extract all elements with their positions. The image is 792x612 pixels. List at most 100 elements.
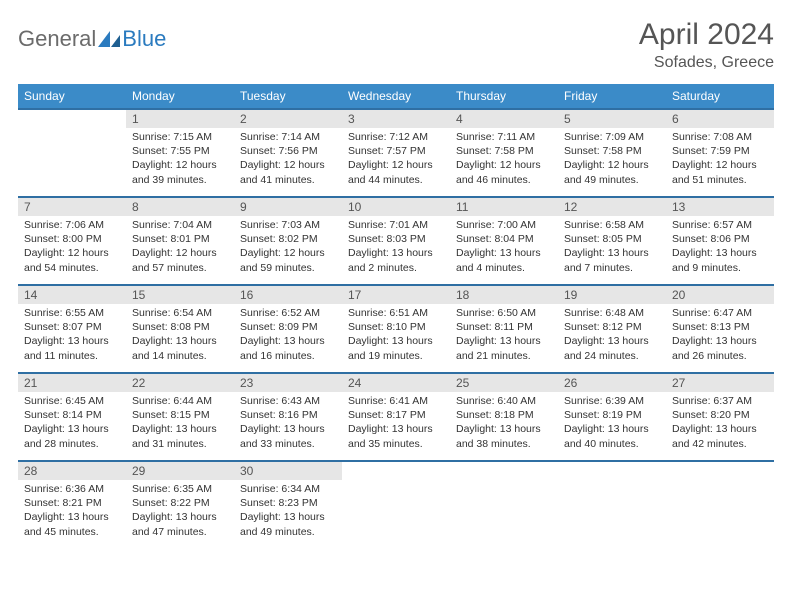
day-number: 27: [666, 374, 774, 392]
daylight-text: Daylight: 12 hours and 44 minutes.: [348, 158, 444, 186]
day-body: Sunrise: 6:39 AMSunset: 8:19 PMDaylight:…: [558, 392, 666, 455]
dow-tuesday: Tuesday: [234, 84, 342, 109]
dow-thursday: Thursday: [450, 84, 558, 109]
day-body: Sunrise: 6:37 AMSunset: 8:20 PMDaylight:…: [666, 392, 774, 455]
day-body: Sunrise: 6:36 AMSunset: 8:21 PMDaylight:…: [18, 480, 126, 543]
day-body: Sunrise: 6:41 AMSunset: 8:17 PMDaylight:…: [342, 392, 450, 455]
day-cell: 7Sunrise: 7:06 AMSunset: 8:00 PMDaylight…: [18, 197, 126, 285]
daylight-text: Daylight: 13 hours and 31 minutes.: [132, 422, 228, 450]
daylight-text: Daylight: 13 hours and 24 minutes.: [564, 334, 660, 362]
day-body: Sunrise: 6:45 AMSunset: 8:14 PMDaylight:…: [18, 392, 126, 455]
daylight-text: Daylight: 13 hours and 16 minutes.: [240, 334, 336, 362]
sunrise-text: Sunrise: 7:12 AM: [348, 130, 444, 144]
week-row: 21Sunrise: 6:45 AMSunset: 8:14 PMDayligh…: [18, 373, 774, 461]
sunrise-text: Sunrise: 7:03 AM: [240, 218, 336, 232]
dow-saturday: Saturday: [666, 84, 774, 109]
dow-monday: Monday: [126, 84, 234, 109]
day-cell: 10Sunrise: 7:01 AMSunset: 8:03 PMDayligh…: [342, 197, 450, 285]
sunrise-text: Sunrise: 6:34 AM: [240, 482, 336, 496]
day-cell: 17Sunrise: 6:51 AMSunset: 8:10 PMDayligh…: [342, 285, 450, 373]
sunrise-text: Sunrise: 6:54 AM: [132, 306, 228, 320]
day-cell: 25Sunrise: 6:40 AMSunset: 8:18 PMDayligh…: [450, 373, 558, 461]
day-number: 15: [126, 286, 234, 304]
day-body: Sunrise: 7:06 AMSunset: 8:00 PMDaylight:…: [18, 216, 126, 279]
sunrise-text: Sunrise: 7:15 AM: [132, 130, 228, 144]
daylight-text: Daylight: 13 hours and 7 minutes.: [564, 246, 660, 274]
daylight-text: Daylight: 13 hours and 9 minutes.: [672, 246, 768, 274]
logo: General Blue: [18, 18, 166, 52]
sunset-text: Sunset: 8:06 PM: [672, 232, 768, 246]
day-body: Sunrise: 6:57 AMSunset: 8:06 PMDaylight:…: [666, 216, 774, 279]
sunset-text: Sunset: 8:02 PM: [240, 232, 336, 246]
day-cell: 11 Sunrise: 7:00 AMSunset: 8:04 PMDayligh…: [450, 197, 558, 285]
day-body: Sunrise: 7:01 AMSunset: 8:03 PMDaylight:…: [342, 216, 450, 279]
sunset-text: Sunset: 8:09 PM: [240, 320, 336, 334]
daylight-text: Daylight: 13 hours and 33 minutes.: [240, 422, 336, 450]
sunrise-text: Sunrise: 6:41 AM: [348, 394, 444, 408]
daylight-text: Daylight: 12 hours and 41 minutes.: [240, 158, 336, 186]
logo-word-blue: Blue: [122, 26, 166, 52]
day-body: Sunrise: 6:55 AMSunset: 8:07 PMDaylight:…: [18, 304, 126, 367]
sunrise-text: Sunrise: 6:43 AM: [240, 394, 336, 408]
day-body: Sunrise: 6:51 AMSunset: 8:10 PMDaylight:…: [342, 304, 450, 367]
sunset-text: Sunset: 8:08 PM: [132, 320, 228, 334]
sunrise-text: Sunrise: 7:00 AM: [456, 218, 552, 232]
day-number: 17: [342, 286, 450, 304]
daylight-text: Daylight: 12 hours and 49 minutes.: [564, 158, 660, 186]
daylight-text: Daylight: 13 hours and 35 minutes.: [348, 422, 444, 450]
sunset-text: Sunset: 8:15 PM: [132, 408, 228, 422]
day-number: 23: [234, 374, 342, 392]
day-number: 18: [450, 286, 558, 304]
page-title: April 2024: [639, 18, 774, 52]
daylight-text: Daylight: 13 hours and 11 minutes.: [24, 334, 120, 362]
day-number: 10: [342, 198, 450, 216]
sunrise-text: Sunrise: 6:40 AM: [456, 394, 552, 408]
daylight-text: Daylight: 13 hours and 45 minutes.: [24, 510, 120, 538]
calendar-table: Sunday Monday Tuesday Wednesday Thursday…: [18, 84, 774, 549]
daylight-text: Daylight: 13 hours and 4 minutes.: [456, 246, 552, 274]
sunset-text: Sunset: 8:03 PM: [348, 232, 444, 246]
day-cell: 28Sunrise: 6:36 AMSunset: 8:21 PMDayligh…: [18, 461, 126, 549]
day-body: Sunrise: 6:50 AMSunset: 8:11 PMDaylight:…: [450, 304, 558, 367]
day-number: 11: [450, 198, 558, 216]
day-number: 7: [18, 198, 126, 216]
day-number: 28: [18, 462, 126, 480]
day-number: 9: [234, 198, 342, 216]
sunset-text: Sunset: 8:21 PM: [24, 496, 120, 510]
sunset-text: Sunset: 8:14 PM: [24, 408, 120, 422]
sunset-text: Sunset: 7:57 PM: [348, 144, 444, 158]
sunset-text: Sunset: 8:16 PM: [240, 408, 336, 422]
daylight-text: Daylight: 13 hours and 38 minutes.: [456, 422, 552, 450]
daylight-text: Daylight: 13 hours and 49 minutes.: [240, 510, 336, 538]
day-cell: 1Sunrise: 7:15 AMSunset: 7:55 PMDaylight…: [126, 109, 234, 197]
sunrise-text: Sunrise: 6:35 AM: [132, 482, 228, 496]
day-cell: 2Sunrise: 7:14 AMSunset: 7:56 PMDaylight…: [234, 109, 342, 197]
sunset-text: Sunset: 8:11 PM: [456, 320, 552, 334]
title-block: April 2024 Sofades, Greece: [639, 18, 774, 72]
day-cell: 21Sunrise: 6:45 AMSunset: 8:14 PMDayligh…: [18, 373, 126, 461]
sunset-text: Sunset: 8:20 PM: [672, 408, 768, 422]
day-cell: 8Sunrise: 7:04 AMSunset: 8:01 PMDaylight…: [126, 197, 234, 285]
daylight-text: Daylight: 13 hours and 40 minutes.: [564, 422, 660, 450]
sunset-text: Sunset: 8:07 PM: [24, 320, 120, 334]
logo-word-general: General: [18, 26, 96, 52]
daylight-text: Daylight: 13 hours and 26 minutes.: [672, 334, 768, 362]
daylight-text: Daylight: 13 hours and 28 minutes.: [24, 422, 120, 450]
sunset-text: Sunset: 8:04 PM: [456, 232, 552, 246]
daylight-text: Daylight: 13 hours and 14 minutes.: [132, 334, 228, 362]
day-body: Sunrise: 6:43 AMSunset: 8:16 PMDaylight:…: [234, 392, 342, 455]
day-number: 24: [342, 374, 450, 392]
day-number: 5: [558, 110, 666, 128]
day-cell: 30Sunrise: 6:34 AMSunset: 8:23 PMDayligh…: [234, 461, 342, 549]
day-cell: 23Sunrise: 6:43 AMSunset: 8:16 PMDayligh…: [234, 373, 342, 461]
day-number: 4: [450, 110, 558, 128]
sunset-text: Sunset: 7:56 PM: [240, 144, 336, 158]
day-cell: .: [558, 461, 666, 549]
sunrise-text: Sunrise: 7:04 AM: [132, 218, 228, 232]
sunrise-text: Sunrise: 6:57 AM: [672, 218, 768, 232]
day-body: Sunrise: 6:54 AMSunset: 8:08 PMDaylight:…: [126, 304, 234, 367]
sunrise-text: Sunrise: 7:14 AM: [240, 130, 336, 144]
day-number: 30: [234, 462, 342, 480]
day-number: 3: [342, 110, 450, 128]
sunrise-text: Sunrise: 7:08 AM: [672, 130, 768, 144]
